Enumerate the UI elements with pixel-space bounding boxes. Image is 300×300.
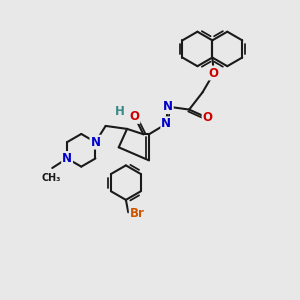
Text: CH₃: CH₃ xyxy=(42,173,61,183)
Text: N: N xyxy=(90,136,100,148)
Text: O: O xyxy=(130,110,140,123)
Text: N: N xyxy=(163,100,173,113)
Text: Br: Br xyxy=(130,207,145,220)
Text: O: O xyxy=(202,111,213,124)
Text: O: O xyxy=(209,67,219,80)
Text: N: N xyxy=(62,152,72,165)
Text: N: N xyxy=(161,117,171,130)
Text: H: H xyxy=(115,105,124,118)
